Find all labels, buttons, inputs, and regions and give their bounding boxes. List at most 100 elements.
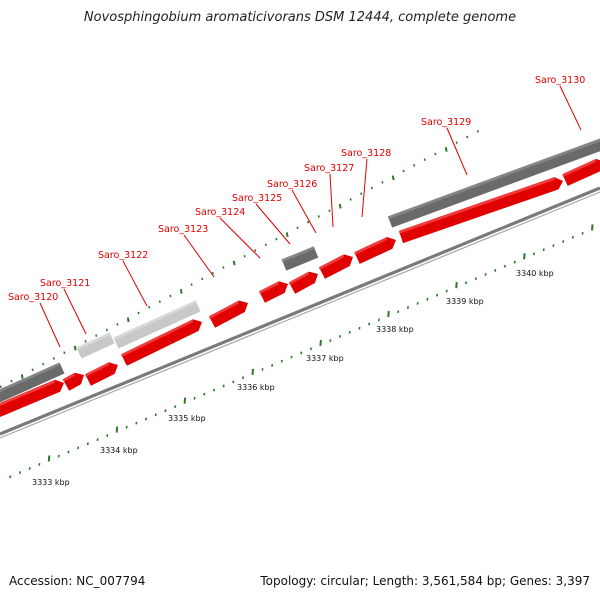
gene-label[interactable]: Saro_3120 [8, 292, 58, 303]
outer-tick [444, 147, 448, 152]
gene-label[interactable]: Saro_3128 [341, 148, 391, 159]
kbp-label: 3334 kbp [100, 446, 138, 455]
gene-body [121, 319, 202, 366]
inner-tick [251, 368, 254, 375]
gene-leader-line [329, 173, 334, 228]
gene-body [209, 300, 248, 328]
gene-label[interactable]: Saro_3130 [535, 75, 585, 86]
gene-feature [209, 300, 248, 328]
gene-label[interactable]: Saro_3121 [40, 278, 90, 289]
inner-tick [513, 260, 516, 264]
outer-tick [338, 203, 342, 209]
gene-label[interactable]: Saro_3122 [98, 250, 148, 261]
outer-tick [391, 175, 395, 181]
inner-tick [28, 467, 31, 470]
kbp-label: 3337 kbp [306, 354, 344, 363]
inner-tick [571, 235, 574, 239]
inner-tick [309, 347, 312, 351]
inner-tick [261, 368, 264, 371]
kbp-labels: 3333 kbp 3334 kbp 3335 kbp 3336 kbp 3337 kbp… [32, 269, 554, 487]
backbone-line [0, 191, 600, 439]
inner-tick [387, 310, 390, 318]
gene-feature [288, 271, 318, 294]
kbp-label: 3339 kbp [446, 297, 484, 306]
outer-tick [232, 260, 236, 266]
inner-tick [193, 396, 196, 400]
inner-tick [474, 277, 477, 281]
gene-feature [281, 246, 319, 271]
gene-highlight [387, 138, 600, 220]
inner-tick [154, 413, 157, 417]
gene-highlight [562, 158, 596, 178]
kbp-label: 3336 kbp [237, 383, 275, 392]
gene-highlight [0, 379, 55, 406]
gene-feature [0, 362, 65, 403]
gene-highlight [62, 372, 75, 383]
gene-leader-line [559, 85, 582, 131]
inner-tick [494, 268, 497, 272]
inner-tick [57, 454, 60, 458]
inner-tick [18, 471, 21, 475]
gene-feature [62, 372, 84, 391]
gene-highlight [259, 281, 279, 295]
inner-tick [174, 405, 177, 408]
inner-tick [135, 421, 138, 425]
gene-highlight [113, 300, 196, 341]
gene-leader-line [219, 217, 261, 259]
inner-tick [232, 380, 235, 384]
outer-tick [73, 345, 77, 351]
gene-label[interactable]: Saro_3124 [195, 207, 245, 218]
inner-tick [455, 282, 458, 289]
gene-body [259, 281, 288, 303]
inner-tick [329, 339, 332, 342]
gene-label[interactable]: Saro_3129 [421, 117, 471, 128]
gene-body [76, 332, 115, 359]
gene-feature [0, 379, 64, 417]
inner-tick [503, 264, 506, 268]
inner-tick [300, 351, 303, 355]
gene-highlight [85, 362, 109, 378]
gene-label[interactable]: Saro_3127 [304, 163, 354, 174]
gene-leader-line [255, 203, 291, 245]
outer-tick-track [0, 130, 479, 389]
gene-body [113, 300, 201, 349]
kbp-label: 3333 kbp [32, 478, 70, 487]
outer-tick [285, 232, 289, 237]
gene-label[interactable]: Saro_3126 [267, 179, 317, 190]
inner-tick [533, 252, 536, 256]
inner-tick [542, 248, 545, 252]
gene-highlight [281, 246, 314, 263]
inner-tick [377, 318, 380, 322]
inner-tick [426, 297, 429, 301]
gene-highlight [288, 271, 309, 286]
inner-tick [562, 240, 565, 243]
inner-tick [125, 425, 128, 429]
gene-leader-line [446, 127, 468, 176]
gene-highlight [76, 332, 110, 351]
inner-tick [416, 301, 419, 305]
inner-tick [552, 244, 555, 248]
inner-tick [319, 339, 322, 347]
genome-title: Novosphingobium aromaticivorans DSM 1244… [83, 10, 517, 25]
inner-tick [436, 293, 439, 297]
inner-tick [222, 384, 225, 388]
inner-tick [9, 475, 12, 479]
inner-tick [145, 417, 148, 421]
gene-body [0, 379, 64, 417]
genome-backbone [0, 186, 600, 439]
gene-feature [354, 237, 396, 264]
gene-label[interactable]: Saro_3125 [232, 193, 282, 204]
inner-tick [339, 335, 342, 338]
gene-label[interactable]: Saro_3123 [158, 224, 208, 235]
gene-highlight [121, 319, 193, 358]
inner-tick-track [9, 224, 594, 479]
gene-feature [562, 158, 600, 186]
gene-feature [398, 177, 563, 244]
gene-body [398, 177, 563, 244]
inner-tick [203, 392, 206, 396]
gene-leader-line [63, 288, 87, 335]
gene-feature [113, 300, 201, 349]
gene-body [354, 237, 396, 264]
